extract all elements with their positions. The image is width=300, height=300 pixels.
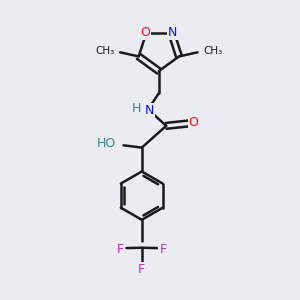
Text: H: H	[131, 102, 141, 115]
Text: F: F	[117, 243, 124, 256]
Text: N: N	[144, 104, 154, 117]
Text: F: F	[159, 243, 167, 256]
Text: O: O	[140, 26, 150, 39]
Text: F: F	[138, 263, 145, 276]
Text: CH₃: CH₃	[203, 46, 223, 56]
Text: O: O	[189, 116, 199, 129]
Text: HO: HO	[97, 137, 116, 150]
Text: N: N	[168, 26, 177, 39]
Text: CH₃: CH₃	[95, 46, 114, 56]
